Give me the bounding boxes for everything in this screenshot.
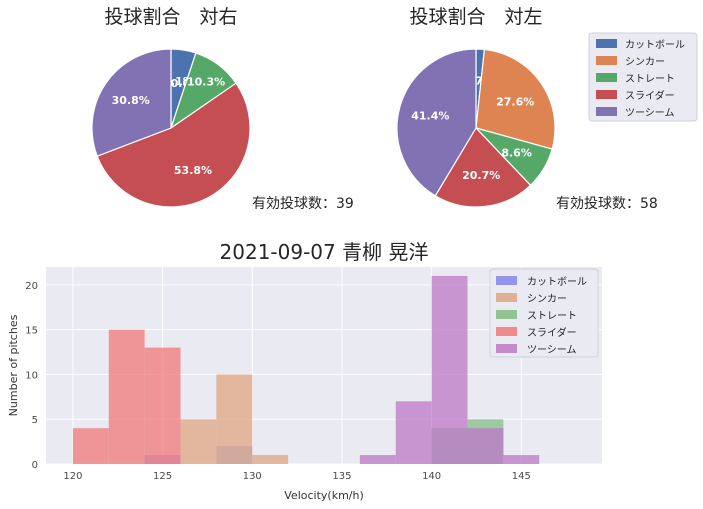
x-tick-label: 125	[153, 471, 172, 482]
pie-chart-1: 投球割合 対右5.1%0.0%10.3%53.8%30.8%有効投球数：39	[91, 6, 354, 212]
histogram-bar	[431, 275, 468, 464]
x-tick-label: 145	[512, 471, 531, 482]
legend-swatch	[596, 39, 617, 48]
pie-slice-スライダー	[96, 82, 251, 208]
histogram-bar	[108, 329, 145, 464]
legend-label: カットボール	[527, 276, 587, 288]
legend-label: スライダー	[527, 326, 577, 339]
pitch-count-note: 有効投球数：39	[252, 196, 354, 212]
legend-swatch	[596, 107, 617, 116]
y-tick-label: 5	[32, 415, 38, 426]
pie-value-label: 41.4%	[411, 109, 449, 122]
x-tick-label: 130	[243, 471, 262, 482]
histogram-bar	[216, 374, 253, 464]
legend-swatch	[496, 293, 517, 302]
legend-label: ストレート	[527, 311, 577, 322]
histogram-bar	[144, 347, 181, 464]
pie-slice-シンカー	[475, 48, 556, 150]
pie-chart-2: 投球割合 対左1.7%27.6%8.6%20.7%41.4%有効投球数：58	[396, 6, 658, 212]
series-ツーシーム	[359, 275, 540, 464]
pie-slice-スライダー	[434, 127, 532, 208]
pie-title: 投球割合 対左	[409, 6, 542, 28]
legend-label: シンカー	[527, 293, 567, 305]
legend-label: ツーシーム	[625, 107, 675, 119]
histogram-bar	[180, 419, 217, 464]
pie-slice-ツーシーム	[91, 48, 172, 157]
legend-label: ツーシーム	[527, 344, 577, 356]
legend-label: カットボール	[625, 39, 685, 51]
histogram-title: 2021-09-07 青柳 晃洋	[220, 240, 429, 264]
series-スライダー	[72, 329, 181, 464]
pie-value-label: 20.7%	[462, 169, 500, 182]
y-tick-label: 15	[25, 326, 38, 337]
x-tick-label: 135	[332, 471, 351, 482]
pie-title: 投球割合 対右	[104, 6, 237, 28]
legend-swatch	[496, 344, 517, 353]
histogram-bar	[359, 455, 396, 464]
x-tick-label: 120	[63, 471, 82, 482]
series-シンカー	[180, 374, 289, 464]
histogram-bar	[503, 455, 540, 464]
pie-value-label: 10.3%	[187, 75, 225, 88]
legend-swatch	[596, 90, 617, 99]
x-tick-label: 140	[422, 471, 441, 482]
legend-swatch	[496, 276, 517, 285]
pie-value-label: 30.8%	[112, 94, 150, 107]
histogram-bar	[72, 428, 109, 464]
y-axis-label: Number of pitches	[7, 314, 20, 416]
pie-value-label: 27.6%	[496, 95, 534, 108]
pie-slice-ツーシーム	[396, 48, 477, 197]
histogram-bar	[252, 455, 289, 464]
y-tick-label: 0	[32, 460, 38, 471]
legend-swatch	[596, 73, 617, 82]
pie-value-label: 8.6%	[501, 146, 532, 159]
legend-label: ストレート	[625, 74, 675, 85]
histogram-bar	[467, 428, 504, 464]
legend-label: シンカー	[625, 56, 665, 68]
pie-value-label: 53.8%	[174, 164, 212, 177]
legend-swatch	[496, 310, 517, 319]
x-axis-label: Velocity(km/h)	[284, 489, 364, 502]
legend-swatch	[496, 327, 517, 336]
histogram-bar	[395, 401, 432, 464]
legend-label: スライダー	[625, 89, 675, 102]
legend-swatch	[596, 56, 617, 65]
histogram-chart: 120 125 130 135 140 145 0 5 10 15 20 2021-09-07 青柳 …	[7, 240, 602, 502]
y-tick-label: 20	[25, 281, 38, 292]
y-tick-label: 10	[25, 370, 38, 381]
pitch-count-note: 有効投球数：58	[556, 196, 658, 212]
